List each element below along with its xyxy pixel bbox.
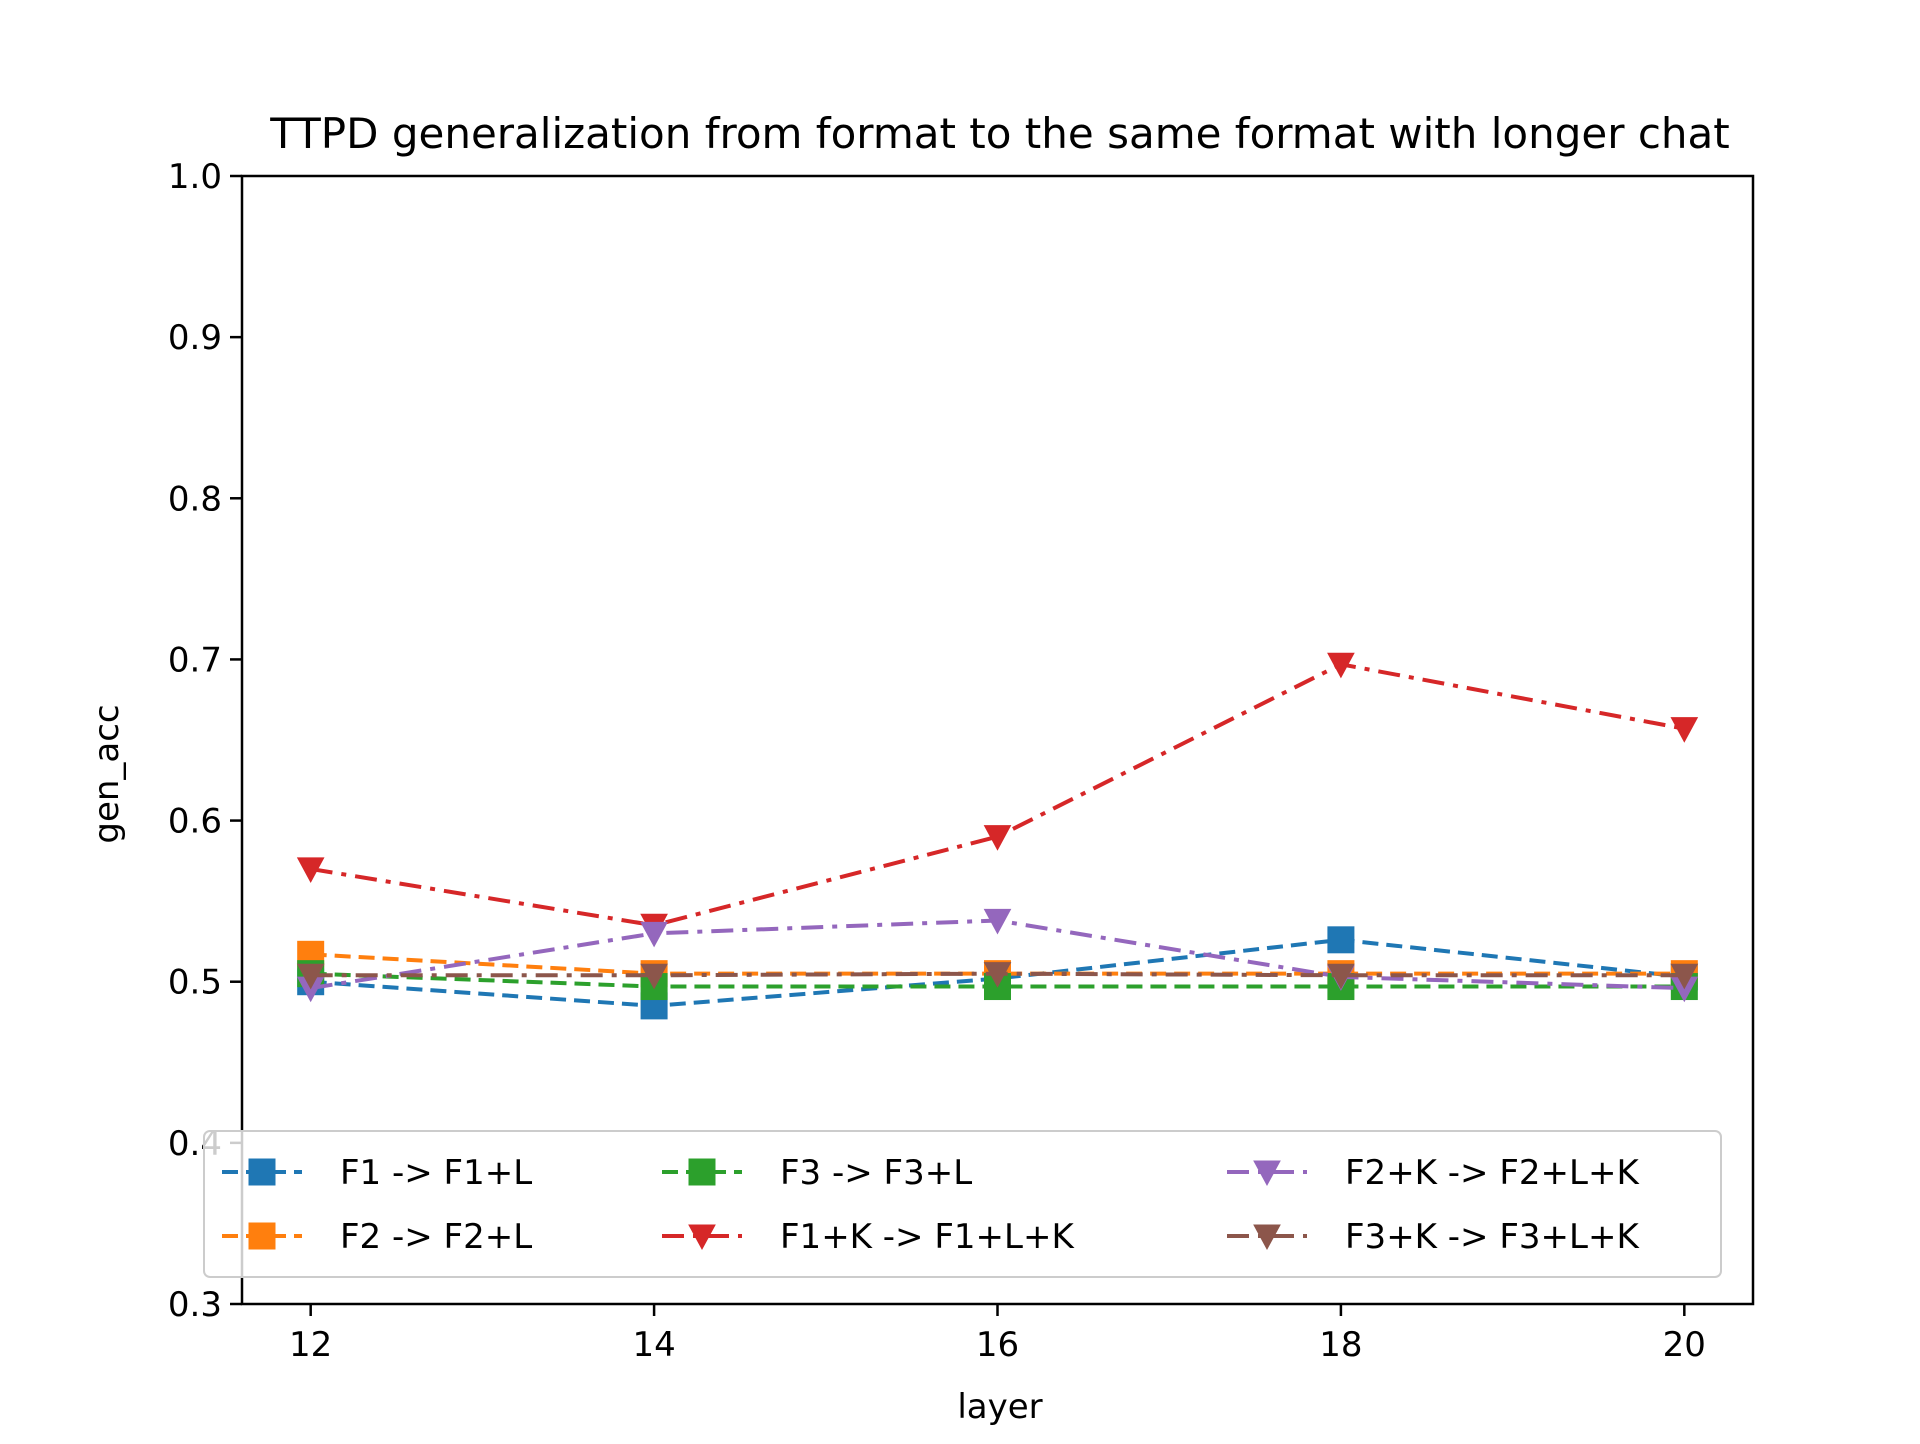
legend-marker [688, 1224, 716, 1251]
y-tick-label: 0.3 [168, 1285, 222, 1325]
data-point [1327, 963, 1355, 990]
series-line [310, 937, 1685, 1008]
data-point [983, 908, 1012, 935]
x-tick-label: 18 [1319, 1325, 1362, 1365]
legend-label: F1 -> F1+L [340, 1153, 532, 1193]
legend-label: F2 -> F2+L [340, 1217, 532, 1257]
legend-label: F3+K -> F3+L+K [1345, 1217, 1640, 1257]
x-tick-label: 12 [289, 1325, 332, 1365]
series-f1-k-f1-l-k [296, 652, 1699, 940]
y-axis-label: gen_acc [87, 704, 127, 843]
data-point [1327, 652, 1355, 679]
plot-area: 12 14 16 18 200.30.40.50.60.70.80.91.0 [168, 157, 1706, 1365]
legend-label: F2+K -> F2+L+K [1345, 1153, 1640, 1193]
legend-label: F1+K -> F1+L+K [780, 1217, 1075, 1257]
x-tick-label: 14 [632, 1325, 675, 1365]
chart-title: TTPD generalization from format to the s… [269, 109, 1730, 158]
data-point [296, 963, 325, 990]
y-tick-label: 0.7 [168, 640, 222, 680]
legend-label: F3 -> F3+L [780, 1153, 972, 1193]
y-tick-label: 0.5 [168, 963, 222, 1003]
legend: F1 -> F1+L F2 -> F2+L F3 -> F3+L F1+K -> F1… [203, 1130, 1722, 1278]
y-tick-label: 1.0 [168, 157, 222, 197]
legend-marker [248, 1158, 276, 1186]
legend-marker [688, 1158, 716, 1186]
y-tick-label: 0.8 [168, 479, 222, 519]
legend-item: F2 -> F2+L [222, 1217, 532, 1257]
data-point [296, 857, 325, 883]
legend-item: F1 -> F1+L [222, 1153, 532, 1193]
legend-item: F3 -> F3+L [662, 1153, 972, 1193]
y-tick-label: 0.9 [168, 318, 222, 358]
data-point [640, 963, 668, 990]
legend-item: F2+K -> F2+L+K [1227, 1153, 1640, 1193]
legend-item: F3+K -> F3+L+K [1227, 1217, 1640, 1257]
x-axis-label: layer [957, 1387, 1042, 1427]
legend-box [203, 1130, 1722, 1278]
legend-marker [1253, 1160, 1281, 1187]
data-point [1327, 926, 1355, 954]
legend-marker [1253, 1224, 1281, 1251]
data-point [1670, 963, 1699, 990]
axes-frame [240, 174, 1755, 1306]
x-tick-label: 20 [1663, 1325, 1706, 1365]
legend-item: F1+K -> F1+L+K [662, 1217, 1075, 1257]
data-point [983, 825, 1012, 851]
data-point [983, 962, 1012, 988]
y-tick-label: 0.6 [168, 802, 222, 842]
x-tick-label: 16 [976, 1325, 1019, 1365]
series-f3-k-f3-l-k [296, 962, 1699, 990]
legend-marker [248, 1222, 276, 1250]
series-line [310, 662, 1685, 928]
data-point [1670, 717, 1699, 743]
data-point [640, 921, 668, 948]
